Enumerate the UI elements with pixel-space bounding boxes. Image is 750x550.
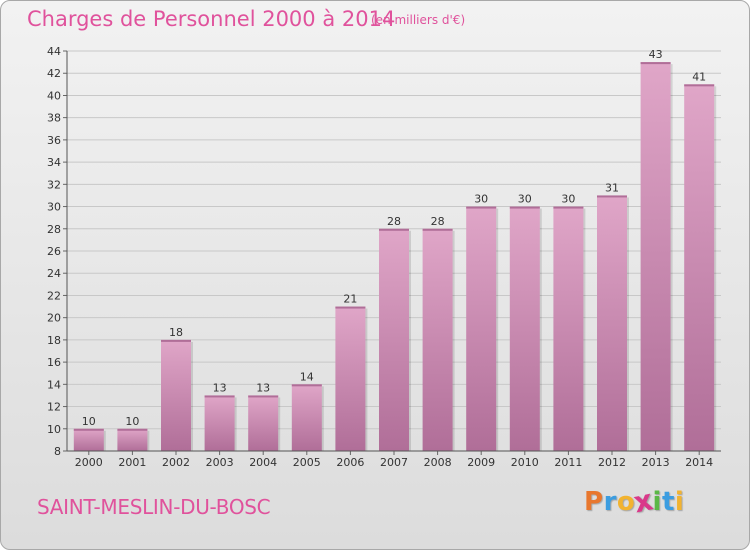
y-tick-label: 24 xyxy=(47,267,61,280)
bar-top-edge xyxy=(597,195,627,198)
value-label: 18 xyxy=(169,326,183,339)
bar-2007 xyxy=(379,228,409,451)
logo-letter: o xyxy=(616,487,636,517)
y-tick-label: 30 xyxy=(47,201,61,214)
y-tick-label: 32 xyxy=(47,178,61,191)
axes: 8 10 12 14 16 18 20 22 24 26 28 30 32 34 36 38 40 42 44 200… xyxy=(47,45,721,469)
chart-title: Charges de Personnel 2000 à 2014 xyxy=(27,7,396,31)
value-label: 13 xyxy=(256,381,270,394)
y-tick-label: 34 xyxy=(47,156,61,169)
bar-2006 xyxy=(335,306,366,451)
bar-top-edge xyxy=(161,339,191,342)
bar-2009 xyxy=(466,206,497,451)
value-label: 10 xyxy=(82,415,96,428)
x-tick-label: 2009 xyxy=(467,456,495,469)
bar-2008 xyxy=(422,228,453,451)
x-tick-label: 2000 xyxy=(75,456,103,469)
value-label: 13 xyxy=(213,381,227,394)
bar-top-edge xyxy=(204,395,235,398)
value-label: 21 xyxy=(343,293,357,306)
bar-top-edge xyxy=(422,228,453,231)
value-label: 28 xyxy=(387,215,401,228)
value-label: 10 xyxy=(125,415,139,428)
logo-letter: r xyxy=(603,487,617,517)
logo-letter: P xyxy=(584,487,604,517)
y-tick-label: 38 xyxy=(47,112,61,125)
bar-top-edge xyxy=(640,62,671,65)
bar-top-edge xyxy=(73,428,104,431)
bar-top-edge xyxy=(553,206,584,209)
x-tick-label: 2012 xyxy=(598,456,626,469)
bar-top-edge xyxy=(509,206,540,209)
value-label: 43 xyxy=(649,48,663,61)
bar-2013 xyxy=(640,62,671,451)
y-tick-label: 36 xyxy=(47,134,61,147)
bar-top-edge xyxy=(335,306,366,309)
y-tick-label: 28 xyxy=(47,223,61,236)
bar-2001 xyxy=(117,428,148,451)
y-tick-label: 18 xyxy=(47,334,61,347)
logo-letter: t xyxy=(661,487,675,517)
logo-letter: i xyxy=(652,487,662,517)
bar-2004 xyxy=(248,395,279,451)
value-label: 41 xyxy=(692,70,706,83)
y-tick-label: 22 xyxy=(47,289,61,302)
x-tick-label: 2004 xyxy=(249,456,277,469)
bar-2011 xyxy=(553,206,584,451)
bar-top-edge xyxy=(379,228,409,231)
x-tick-label: 2006 xyxy=(336,456,364,469)
bar-2014 xyxy=(684,84,715,451)
x-tick-label: 2010 xyxy=(511,456,539,469)
x-tick-label: 2003 xyxy=(206,456,234,469)
x-tick-label: 2011 xyxy=(554,456,582,469)
bars: 10 10 18 13 13 14 21 28 28 30 30 30 31 43 41 xyxy=(73,48,717,451)
bar-2000 xyxy=(73,428,104,451)
y-tick-label: 40 xyxy=(47,89,61,102)
chart-subtitle: (en milliers d'€) xyxy=(371,13,466,27)
x-tick-label: 2008 xyxy=(424,456,452,469)
bar-top-edge xyxy=(684,84,715,87)
x-tick-label: 2014 xyxy=(685,456,713,469)
y-tick-label: 16 xyxy=(47,356,61,369)
value-label: 14 xyxy=(300,370,314,383)
value-label: 30 xyxy=(474,193,488,206)
y-tick-label: 8 xyxy=(54,445,61,458)
bar-top-edge xyxy=(291,384,322,387)
y-tick-label: 44 xyxy=(47,45,61,58)
y-tick-label: 10 xyxy=(47,423,61,436)
x-tick-label: 2005 xyxy=(293,456,321,469)
value-label: 28 xyxy=(431,215,445,228)
y-tick-label: 14 xyxy=(47,378,61,391)
y-tick-label: 42 xyxy=(47,67,61,80)
bar-top-edge xyxy=(466,206,497,209)
x-tick-label: 2007 xyxy=(380,456,408,469)
commune-name: SAINT-MESLIN-DU-BOSC xyxy=(37,495,271,519)
value-label: 31 xyxy=(605,181,619,194)
bar-2002 xyxy=(161,339,191,451)
proxiti-logo[interactable]: Proxiti xyxy=(584,484,685,520)
value-label: 30 xyxy=(518,193,532,206)
bar-2012 xyxy=(597,195,627,451)
y-tick-label: 12 xyxy=(47,401,61,414)
bar-2010 xyxy=(509,206,540,451)
bar-2003 xyxy=(204,395,235,451)
bar-top-edge xyxy=(117,428,148,431)
logo-letter: i xyxy=(674,487,685,517)
x-tick-label: 2002 xyxy=(162,456,190,469)
y-tick-label: 26 xyxy=(47,245,61,258)
bar-2005 xyxy=(291,384,322,451)
y-tick-label: 20 xyxy=(47,312,61,325)
x-tick-label: 2001 xyxy=(118,456,146,469)
bar-top-edge xyxy=(248,395,279,398)
value-label: 30 xyxy=(561,193,575,206)
x-tick-label: 2013 xyxy=(642,456,670,469)
